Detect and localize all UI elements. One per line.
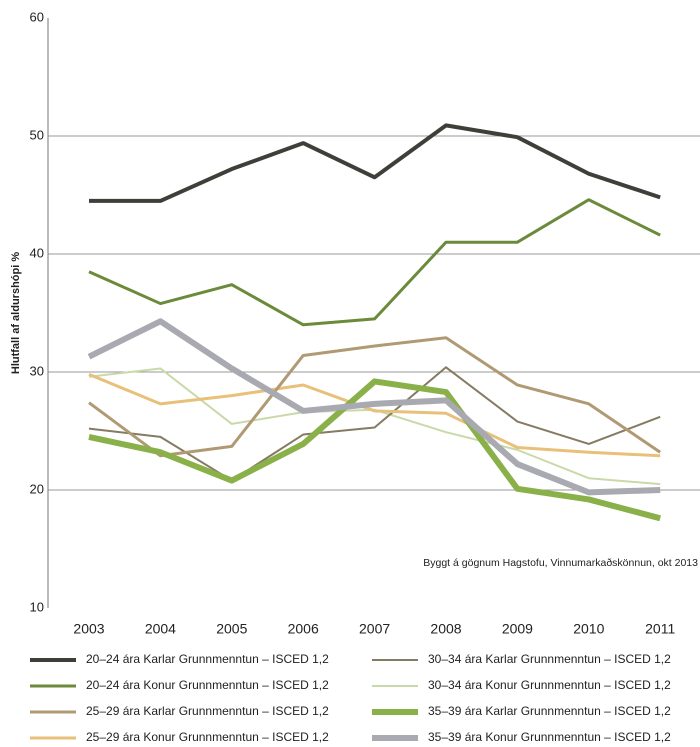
series-line <box>88 378 661 522</box>
legend-label: 35–39 ára Karlar Grunnmenntun – ISCED 1,… <box>428 704 671 718</box>
series-line <box>88 336 662 458</box>
x-tick-label: 2003 <box>73 621 104 637</box>
legend-label: 25–29 ára Konur Grunnmenntun – ISCED 1,2 <box>86 730 329 744</box>
x-tick-label: 2011 <box>645 621 675 637</box>
x-tick-label: 2009 <box>502 621 533 637</box>
x-tick-label: 2010 <box>573 621 604 637</box>
y-tick-label: 30 <box>30 363 44 378</box>
series-line <box>89 123 661 203</box>
legend-label: 35–39 ára Konur Grunnmenntun – ISCED 1,2 <box>428 730 671 744</box>
x-tick-label: 2005 <box>216 621 247 637</box>
y-axis-label: Hlutfall af aldurshópi % <box>10 252 22 374</box>
legend-label: 25–29 ára Karlar Grunnmenntun – ISCED 1,… <box>86 704 329 718</box>
y-tick-label: 60 <box>30 9 44 24</box>
y-tick-label: 20 <box>30 481 44 496</box>
x-tick-label: 2008 <box>430 621 461 637</box>
legend-label: 30–34 ára Konur Grunnmenntun – ISCED 1,2 <box>428 678 671 692</box>
x-tick-label: 2004 <box>145 621 176 637</box>
series-line <box>87 318 661 496</box>
x-tick-label: 2007 <box>359 621 390 637</box>
y-tick-label: 40 <box>30 245 44 260</box>
series-line <box>88 198 661 327</box>
legend-label: 20–24 ára Konur Grunnmenntun – ISCED 1,2 <box>86 678 329 692</box>
y-tick-label: 50 <box>30 127 44 142</box>
legend-label: 20–24 ára Karlar Grunnmenntun – ISCED 1,… <box>86 652 329 666</box>
annotation: Byggt á gögnum Hagstofu, Vinnumarkaðskön… <box>423 557 698 569</box>
x-tick-label: 2006 <box>288 621 319 637</box>
series-line <box>88 372 661 458</box>
legend-label: 30–34 ára Karlar Grunnmenntun – ISCED 1,… <box>428 652 671 666</box>
y-tick-label: 10 <box>30 599 44 614</box>
